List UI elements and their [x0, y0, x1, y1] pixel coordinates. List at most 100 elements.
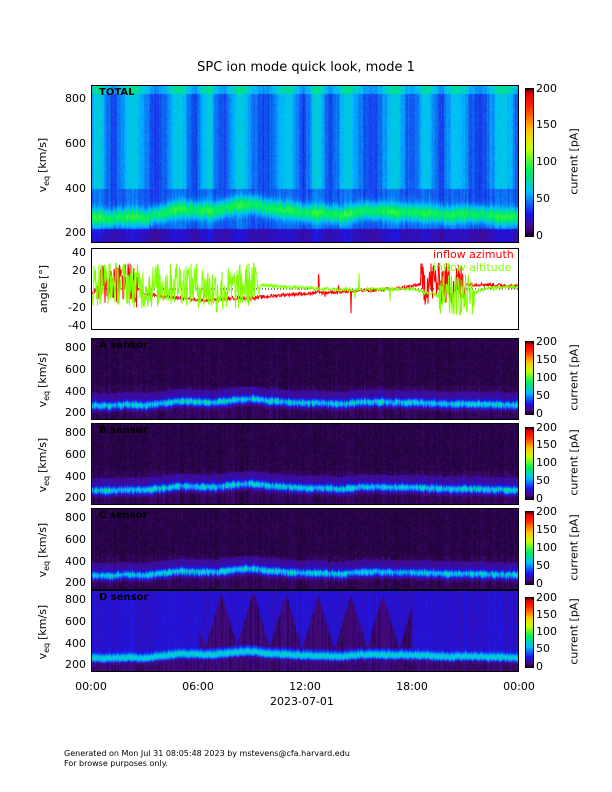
y-axis-label: veq [km/s] — [35, 342, 52, 418]
y-axis-label: veq [km/s] — [35, 594, 52, 670]
colorbar — [525, 597, 534, 668]
spectrogram-total — [91, 85, 519, 243]
figure-title: SPC ion mode quick look, mode 1 — [197, 60, 415, 75]
x-tick-label: 18:00 — [396, 680, 428, 693]
y-tick-label: 600 — [65, 136, 86, 150]
colorbar-tick-label: 150 — [536, 607, 557, 621]
colorbar-tick-label: 100 — [536, 155, 557, 168]
spectrogram-c-sensor — [91, 508, 519, 590]
y-axis-label: veq [km/s] — [35, 127, 52, 203]
x-tick-label: 12:00 — [289, 680, 321, 693]
ylabel-unit: [km/s] — [35, 522, 49, 558]
x-tick-label: 00:00 — [75, 680, 107, 693]
legend-entry: inflow azimuth — [433, 248, 514, 261]
y-tick-label: 200 — [65, 658, 86, 672]
y-tick-label: 400 — [65, 636, 86, 650]
panel-label: A sensor — [99, 340, 148, 351]
colorbar-label: current [pA] — [567, 513, 581, 581]
y-tick-label: 0 — [79, 282, 86, 296]
panel-label: TOTAL — [99, 87, 135, 98]
ylabel-unit: [km/s] — [35, 352, 49, 388]
ylabel-unit: [km/s] — [35, 437, 49, 473]
ylabel-unit: [km/s] — [35, 137, 49, 173]
y-tick-label: 600 — [65, 614, 86, 628]
ylabel-v: v — [35, 652, 49, 660]
y-tick-label: 800 — [65, 593, 86, 607]
y-tick-label: 200 — [65, 406, 86, 420]
colorbar-tick-label: 200 — [536, 334, 557, 348]
footer-browse: For browse purposes only. — [64, 759, 168, 768]
y-tick-label: 200 — [65, 226, 86, 240]
colorbar-tick-label: 50 — [536, 473, 550, 487]
y-tick-label: 400 — [65, 181, 86, 195]
legend-entry: inflow altitude — [433, 261, 512, 274]
colorbar-label: current [pA] — [567, 429, 581, 496]
colorbar-tick-label: 0 — [536, 659, 543, 673]
colorbar — [525, 341, 534, 415]
y-tick-label: 400 — [65, 469, 86, 483]
colorbar-tick-label: 50 — [536, 642, 550, 656]
series-inflow-altitude — [91, 263, 519, 315]
y-tick-label: 800 — [65, 91, 86, 105]
spectrogram-b-sensor — [91, 423, 519, 505]
spectrogram-a-sensor — [91, 338, 519, 420]
y-tick-label: 200 — [65, 491, 86, 505]
y-tick-label: 20 — [72, 264, 86, 278]
colorbar-tick-label: 150 — [536, 522, 557, 536]
panel-label: B sensor — [99, 425, 148, 436]
y-tick-label: 600 — [65, 532, 86, 546]
colorbar-tick-label: 50 — [536, 191, 550, 205]
colorbar-tick-label: 200 — [536, 590, 557, 604]
colorbar-label: current [pA] — [567, 343, 581, 411]
colorbar-tick-label: 100 — [536, 370, 557, 384]
ylabel-v: v — [35, 485, 49, 493]
colorbar-label: current [pA] — [567, 128, 581, 195]
colorbar — [525, 511, 534, 585]
colorbar-tick-label: 100 — [536, 625, 557, 638]
y-tick-label: 800 — [65, 426, 86, 440]
colorbar-tick-label: 200 — [536, 504, 557, 518]
ylabel-eq: eq — [42, 560, 52, 571]
y-tick-label: 600 — [65, 362, 86, 376]
y-tick-label: 40 — [72, 246, 86, 260]
angle-plot — [91, 263, 519, 315]
ylabel-eq: eq — [42, 390, 52, 401]
colorbar-tick-label: 50 — [536, 558, 550, 572]
y-tick-label: -20 — [68, 300, 86, 314]
colorbar-tick-label: 150 — [536, 118, 557, 132]
colorbar-tick-label: 150 — [536, 352, 557, 366]
colorbar-label: current [pA] — [567, 598, 581, 665]
colorbar — [525, 427, 534, 500]
y-tick-label: 400 — [65, 384, 86, 398]
panel-label: D sensor — [99, 592, 149, 603]
y-axis-label: veq [km/s] — [35, 427, 52, 503]
colorbar-tick-label: 0 — [536, 576, 543, 590]
x-date-label: 2023-07-01 — [270, 695, 334, 708]
x-tick-label: 00:00 — [503, 680, 535, 693]
ylabel-unit: [km/s] — [35, 604, 49, 640]
y-axis-label: veq [km/s] — [35, 512, 52, 588]
y-tick-label: 800 — [65, 341, 86, 355]
colorbar-tick-label: 0 — [536, 491, 543, 505]
ylabel-eq: eq — [42, 175, 52, 186]
y-tick-label: 800 — [65, 511, 86, 525]
colorbar-tick-label: 200 — [536, 81, 557, 95]
ylabel-eq: eq — [42, 475, 52, 486]
ylabel-v: v — [35, 570, 49, 578]
colorbar-tick-label: 100 — [536, 456, 557, 469]
y-tick-label: -40 — [68, 318, 86, 332]
spectrogram-d-sensor — [91, 590, 519, 672]
colorbar — [525, 88, 534, 237]
colorbar-tick-label: 200 — [536, 420, 557, 434]
y-tick-label: 600 — [65, 447, 86, 461]
y-tick-label: 200 — [65, 576, 86, 590]
y-tick-label: 400 — [65, 554, 86, 568]
ylabel-v: v — [35, 400, 49, 408]
footer-generated: Generated on Mon Jul 31 08:05:48 2023 by… — [64, 749, 350, 758]
colorbar-tick-label: 0 — [536, 228, 543, 242]
ylabel-eq: eq — [42, 642, 52, 653]
panel-label: C sensor — [99, 510, 148, 521]
colorbar-tick-label: 50 — [536, 388, 550, 402]
footer: Generated on Mon Jul 31 08:05:48 2023 by… — [64, 749, 350, 769]
